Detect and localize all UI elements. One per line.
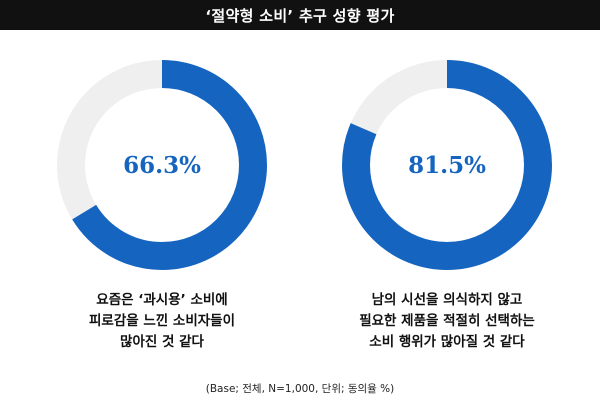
caption-2-line-3: 소비 행위가 많아질 것 같다	[369, 334, 525, 350]
caption-1: 요즘은 ‘과시용’ 소비에 피로감을 느낀 소비자들이 많아진 것 같다	[22, 290, 302, 353]
donut-svg-1	[57, 60, 267, 270]
donut-value-arc-2	[342, 60, 552, 270]
caption-1-line-1: 요즘은 ‘과시용’ 소비에	[96, 292, 228, 308]
caption-1-line-2: 피로감을 느낀 소비자들이	[88, 313, 236, 329]
donut-value-label-1: 66.3%	[123, 151, 201, 179]
chart-title: ‘절약형 소비’ 추구 성향 평가	[205, 6, 395, 25]
donut-value-label-2: 81.5%	[408, 151, 486, 179]
title-bar: ‘절약형 소비’ 추구 성향 평가	[0, 0, 600, 30]
donut-value-arc-1	[57, 60, 267, 270]
caption-2-line-2: 필요한 제품을 적절히 선택하는	[359, 313, 535, 329]
donut-chart-2: 81.5%	[342, 60, 552, 270]
donut-chart-1: 66.3%	[57, 60, 267, 270]
caption-1-line-3: 많아진 것 같다	[120, 334, 204, 350]
footnote: (Base; 전체, N=1,000, 단위; 동의율 %)	[205, 383, 395, 395]
caption-2-line-1: 남의 시선을 의식하지 않고	[371, 292, 523, 308]
donut-svg-2	[342, 60, 552, 270]
caption-2: 남의 시선을 의식하지 않고 필요한 제품을 적절히 선택하는 소비 행위가 많…	[307, 290, 587, 353]
